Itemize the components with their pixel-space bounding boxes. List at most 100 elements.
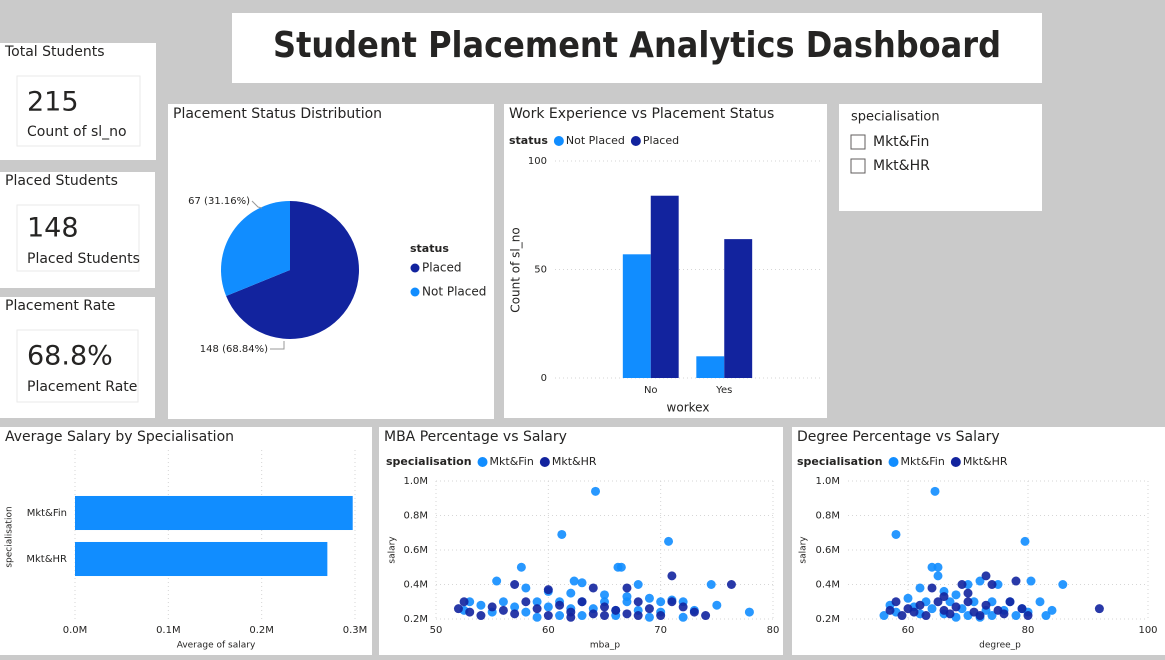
scatter-point [678, 612, 688, 622]
scatter-point [933, 562, 943, 572]
scatter-point [1011, 611, 1021, 621]
legend-marker [539, 457, 550, 467]
x-tick-label: 50 [430, 625, 443, 636]
scatter-point [588, 583, 598, 593]
legend-label: Not Placed [566, 134, 625, 147]
dashboard-title: Student Placement Analytics Dashboard [273, 25, 1001, 66]
y-tick-label: 0.8M [815, 511, 840, 522]
scatter-point [566, 588, 576, 598]
scatter-point [1011, 576, 1021, 586]
slicer-checkbox[interactable] [850, 134, 866, 150]
scatter-point [644, 612, 654, 622]
y-tick-label: 0 [541, 373, 547, 384]
scatter-point [987, 580, 997, 589]
card-label: Placement Rate [27, 379, 137, 395]
legend-marker [410, 263, 420, 273]
legend-marker [630, 136, 641, 146]
x-axis-label: mba_p [590, 641, 620, 651]
scatter-point [945, 597, 955, 607]
scatter-point [577, 611, 587, 621]
scatter-point [622, 583, 632, 593]
x-tick-label: 60 [902, 625, 915, 636]
scatter-point [516, 562, 526, 572]
scatter-point [667, 571, 677, 581]
scatter-point [939, 592, 949, 602]
slicer-option[interactable]: Mkt&HR [873, 158, 930, 174]
scatter-point [492, 576, 502, 586]
x-tick-label: 80 [767, 625, 780, 636]
scatter-point [689, 607, 699, 617]
chart-panel [0, 427, 372, 655]
scatter-point [532, 604, 542, 614]
y-tick-label: 0.8M [403, 511, 428, 522]
scatter-point [557, 529, 567, 539]
scatter-point [927, 604, 937, 614]
legend-label: Not Placed [422, 285, 486, 299]
slicer-option[interactable]: Mkt&Fin [873, 134, 929, 150]
scatter-point [644, 604, 654, 614]
scatter-point [975, 576, 985, 586]
scatter-point [1047, 605, 1057, 615]
scatter-point [930, 486, 940, 496]
scatter-point [543, 602, 553, 612]
scatter-point [951, 590, 961, 600]
scatter-point [555, 611, 565, 621]
bar [622, 254, 651, 378]
scatter-point [903, 593, 913, 603]
scatter-point [453, 604, 463, 614]
scatter-point [543, 611, 553, 621]
bar [724, 239, 753, 378]
x-tick-label: 0.1M [156, 625, 181, 636]
scatter-point [933, 571, 943, 581]
legend-marker [950, 457, 961, 467]
legend-label: Placed [643, 134, 679, 147]
scatter-point [945, 609, 955, 619]
x-axis-label: degree_p [979, 641, 1021, 651]
legend-label: Mkt&HR [552, 455, 597, 468]
scatter-point [1023, 611, 1033, 621]
x-axis-label: workex [667, 401, 710, 415]
scatter-point [726, 580, 736, 589]
x-tick-label: Yes [715, 385, 732, 396]
scatter-point [981, 571, 991, 581]
scatter-point [963, 588, 973, 598]
legend-label: Mkt&HR [963, 455, 1008, 468]
scatter-point [498, 605, 508, 615]
legend-marker [477, 457, 488, 467]
scatter-point [1094, 604, 1104, 614]
y-tick-label: Mkt&Fin [27, 508, 67, 519]
slicer-checkbox[interactable] [850, 158, 866, 174]
scatter-point [879, 611, 889, 621]
scatter-point [588, 609, 598, 619]
scatter-point [915, 583, 925, 593]
scatter-point [933, 597, 943, 607]
header-panel [232, 13, 1042, 83]
scatter-point [1005, 597, 1015, 607]
scatter-point [891, 597, 901, 607]
scatter-point [891, 529, 901, 539]
scatter-point [999, 609, 1009, 619]
scatter-point [712, 600, 722, 610]
scatter-point [532, 597, 542, 607]
legend-marker [410, 287, 420, 297]
card-title: Total Students [4, 44, 105, 60]
scatter-point [633, 597, 643, 607]
y-tick-label: 0.2M [403, 614, 428, 625]
scatter-point [1035, 597, 1045, 607]
slicer-title: specialisation [851, 110, 940, 125]
scatter-point [1017, 604, 1027, 614]
chart-title: MBA Percentage vs Salary [384, 429, 567, 445]
data-label: 67 (31.16%) [188, 196, 250, 207]
legend-title: status [509, 134, 548, 147]
y-tick-label: 0.6M [815, 545, 840, 556]
y-tick-label: 0.2M [815, 614, 840, 625]
card-value: 68.8% [27, 341, 113, 372]
scatter-point [633, 580, 643, 589]
x-tick-label: No [644, 385, 658, 396]
scatter-point [963, 597, 973, 607]
scatter-point [915, 600, 925, 610]
card-title: Placed Students [5, 173, 118, 189]
scatter-point [678, 602, 688, 612]
scatter-point [521, 597, 531, 607]
leader-line [251, 200, 263, 209]
